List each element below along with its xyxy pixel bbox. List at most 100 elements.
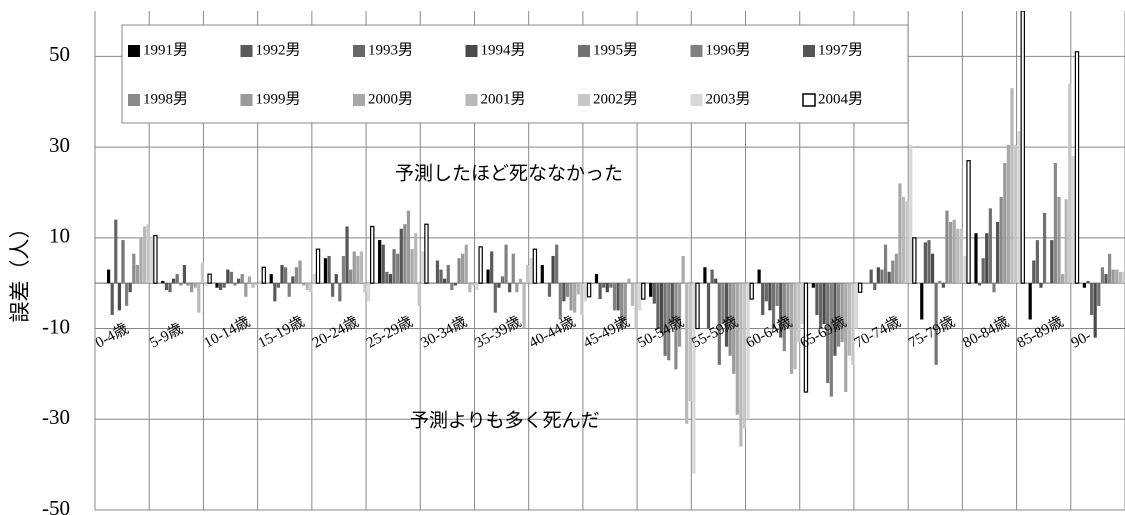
bar [569,283,573,311]
bar [995,221,1000,284]
bar [623,283,627,320]
bar [399,228,403,284]
bar [334,274,338,284]
bar [948,221,953,284]
bar [504,244,508,284]
bar [565,283,570,297]
bar [1013,144,1018,284]
bar [526,265,530,284]
bar [1050,240,1054,284]
bar [139,237,143,284]
bar [959,228,963,284]
legend-label: 1997男 [818,42,863,58]
x-tick-label: 30-34歳 [418,313,470,351]
bar [143,226,147,284]
bar [1020,11,1025,284]
bar [161,280,165,284]
bar [164,283,169,290]
bar [269,274,273,284]
bar [782,283,786,352]
bar [898,183,902,284]
legend-swatch [128,45,140,57]
bar [128,283,132,293]
bar [323,258,328,284]
bar [247,276,252,284]
x-tick-label: 0-4歳 [93,320,132,351]
annotation: 予測したほど死ななかった [395,162,623,184]
bar [717,283,721,365]
legend-swatch [578,45,590,57]
bar [688,283,692,402]
legend-swatch [353,94,365,106]
bar [302,283,306,286]
bar [135,265,139,284]
bar [490,251,494,284]
bar [453,283,458,286]
bar [692,283,696,474]
bar [558,283,562,320]
bar [338,283,342,302]
bar [410,249,414,284]
bar [786,283,790,329]
bar [612,283,617,311]
bar [215,283,219,288]
bar [930,253,935,284]
bar [153,234,158,284]
y-tick-label: -10 [42,314,70,338]
bar [710,269,714,284]
bar [486,269,490,284]
bar [508,283,512,293]
bar [836,283,841,347]
x-tick-label: 60-64歳 [743,313,795,351]
bar [193,283,197,288]
bar [685,283,689,424]
bar [1003,162,1007,284]
bar [117,283,121,311]
bar [583,283,588,302]
bar [721,283,725,325]
bar [287,283,291,297]
bar [670,283,674,325]
bar [555,244,559,284]
bar [952,219,956,284]
bar [674,283,678,370]
bar [656,283,660,329]
y-axis-label: 誤差（人） [8,218,32,323]
bar [291,276,295,284]
bar [627,278,631,284]
bar [938,280,942,284]
bar [1039,283,1043,288]
bar [359,251,364,284]
bar [175,274,179,284]
bar [237,278,241,284]
bar [695,282,700,330]
bar [341,255,346,284]
bar [735,283,739,415]
bar [732,283,736,374]
bar [424,223,429,284]
bar [388,274,393,284]
bar [363,283,367,293]
bar [966,160,971,284]
bar [811,283,815,288]
bar [251,283,255,288]
bar [244,283,248,297]
bar [204,283,208,286]
bar [985,233,989,284]
bar [1057,196,1061,284]
bar [793,283,797,370]
bar [634,283,638,329]
bar [421,251,425,284]
legend-label: 1996男 [706,42,751,58]
bar [1010,88,1014,284]
bar [586,282,592,298]
bar [305,283,309,290]
bar [172,278,176,284]
legend-label: 2003男 [706,91,751,107]
bar [742,283,747,429]
bar [851,283,855,365]
bar [529,258,533,284]
bar [706,283,711,329]
bar [403,224,407,284]
